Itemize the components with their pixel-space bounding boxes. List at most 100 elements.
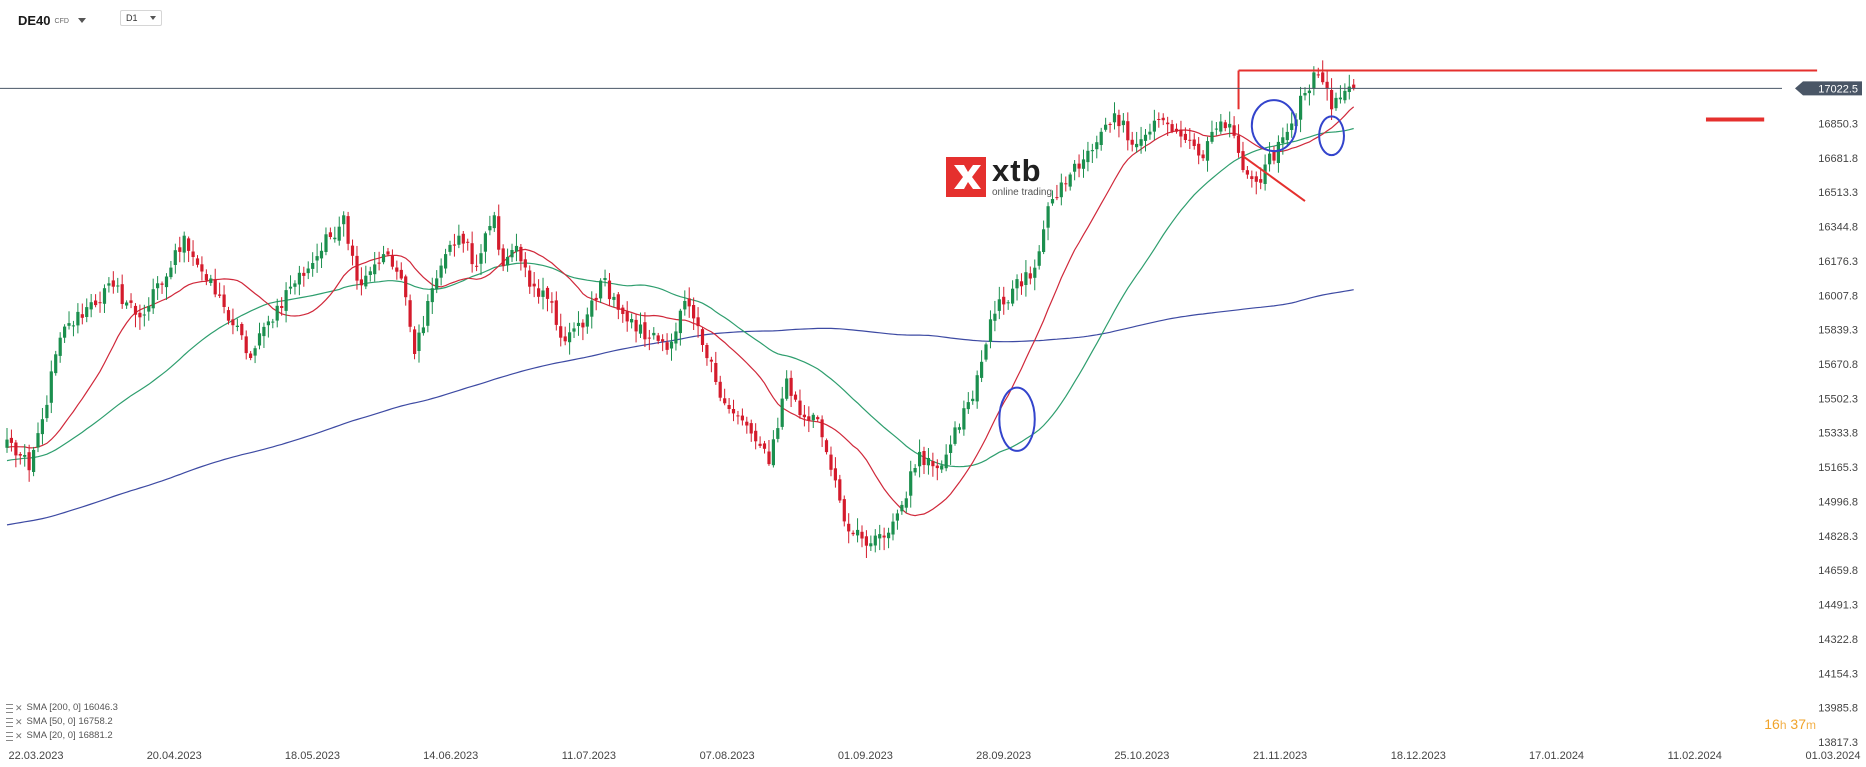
candle xyxy=(466,238,470,251)
candle-body xyxy=(102,288,107,304)
settings-icon[interactable] xyxy=(6,717,13,727)
candle xyxy=(1201,150,1205,162)
xtb-logo: xtb online trading xyxy=(946,155,1052,198)
candle-body xyxy=(1343,90,1347,101)
candle-body xyxy=(665,342,669,350)
legend-label: SMA [200, 0] xyxy=(26,702,81,713)
candle-body xyxy=(209,278,213,283)
candle xyxy=(204,269,208,286)
chevron-down-icon[interactable] xyxy=(77,17,86,23)
candle-body xyxy=(1183,133,1187,140)
candle-body xyxy=(993,313,997,321)
candle xyxy=(439,258,443,286)
candle-body xyxy=(962,408,966,430)
legend-row-sma200[interactable]: ✕ SMA [200, 0] 16046.3 xyxy=(6,701,118,715)
candle xyxy=(138,304,142,330)
candle xyxy=(324,227,328,256)
candle-body xyxy=(355,255,359,281)
candle xyxy=(988,310,993,349)
legend-row-sma20[interactable]: ✕ SMA [20, 0] 16881.2 xyxy=(6,729,118,743)
price-axis-label: 14322.8 xyxy=(1818,634,1858,646)
legend-value: 16758.2 xyxy=(78,716,113,727)
candle xyxy=(568,322,572,355)
candle-body xyxy=(373,264,377,275)
candle xyxy=(1236,124,1241,158)
candle-body xyxy=(1197,143,1201,156)
candle-body xyxy=(483,233,487,252)
indicator-legend: ✕ SMA [200, 0] 16046.3 ✕ SMA [50, 0] 167… xyxy=(6,701,118,743)
candle-body xyxy=(413,329,417,354)
candle xyxy=(727,398,731,414)
candle-body xyxy=(1077,163,1081,169)
candle-body xyxy=(160,283,164,285)
price-axis-label: 14154.3 xyxy=(1818,668,1858,680)
candle xyxy=(550,292,554,314)
candle-body xyxy=(461,233,465,244)
candle xyxy=(1148,123,1152,140)
legend-row-sma50[interactable]: ✕ SMA [50, 0] 16758.2 xyxy=(6,715,118,729)
candle xyxy=(683,290,687,316)
candle xyxy=(532,272,536,298)
candle xyxy=(1219,114,1223,135)
candle xyxy=(218,282,222,299)
candle xyxy=(457,224,461,249)
candle-body xyxy=(1170,124,1174,132)
candle-body xyxy=(94,300,98,306)
timeframe-select[interactable]: D1 xyxy=(120,10,162,26)
candle-body xyxy=(1214,128,1218,130)
candle-body xyxy=(824,440,829,453)
close-icon[interactable]: ✕ xyxy=(15,717,23,727)
candle-body xyxy=(793,394,798,400)
settings-icon[interactable] xyxy=(6,703,13,713)
candle-body xyxy=(656,335,660,341)
candle-body xyxy=(988,319,993,342)
settings-icon[interactable] xyxy=(6,731,13,741)
candle xyxy=(545,286,550,312)
candle xyxy=(306,261,310,280)
candle xyxy=(386,247,390,257)
candle xyxy=(1011,280,1015,307)
trend-line-annotation[interactable] xyxy=(1242,155,1306,202)
candle xyxy=(807,406,811,433)
close-icon[interactable]: ✕ xyxy=(15,703,23,713)
candle-body xyxy=(1161,117,1165,121)
candle-body xyxy=(271,321,275,323)
ellipse-annotation[interactable] xyxy=(1318,115,1345,157)
candle xyxy=(882,527,886,551)
candle-body xyxy=(1250,176,1254,179)
candle xyxy=(1006,300,1010,310)
candle-body xyxy=(918,451,922,467)
price-axis-label: 15502.3 xyxy=(1818,393,1858,405)
ellipse-annotation[interactable] xyxy=(998,386,1036,452)
candle-body xyxy=(240,324,244,336)
candle-body xyxy=(191,251,195,257)
candle-body xyxy=(887,532,891,539)
candle xyxy=(288,275,293,295)
candle-body xyxy=(652,332,656,336)
candle-body xyxy=(120,284,124,304)
candle xyxy=(1095,135,1099,159)
candle-body xyxy=(235,325,239,327)
symbol-selector[interactable]: DE40 CFD xyxy=(18,10,86,30)
candle-body xyxy=(89,302,93,310)
candle-body xyxy=(1338,97,1342,100)
candle-body xyxy=(492,215,496,229)
candle xyxy=(1073,160,1077,181)
candle-body xyxy=(1015,279,1019,289)
candle-body xyxy=(683,301,687,310)
candle-body xyxy=(1334,97,1338,109)
candle xyxy=(408,294,412,333)
candle-body xyxy=(479,253,483,264)
close-icon[interactable]: ✕ xyxy=(15,731,23,741)
candle-body xyxy=(288,286,293,289)
candle-body xyxy=(971,398,975,402)
ellipse-annotation[interactable] xyxy=(1250,99,1298,153)
candle-body xyxy=(350,245,355,256)
candle-body xyxy=(5,439,9,448)
candle xyxy=(213,268,217,298)
candle xyxy=(187,236,191,263)
candle-body xyxy=(966,402,970,410)
candle xyxy=(878,524,882,551)
candle xyxy=(133,303,138,328)
